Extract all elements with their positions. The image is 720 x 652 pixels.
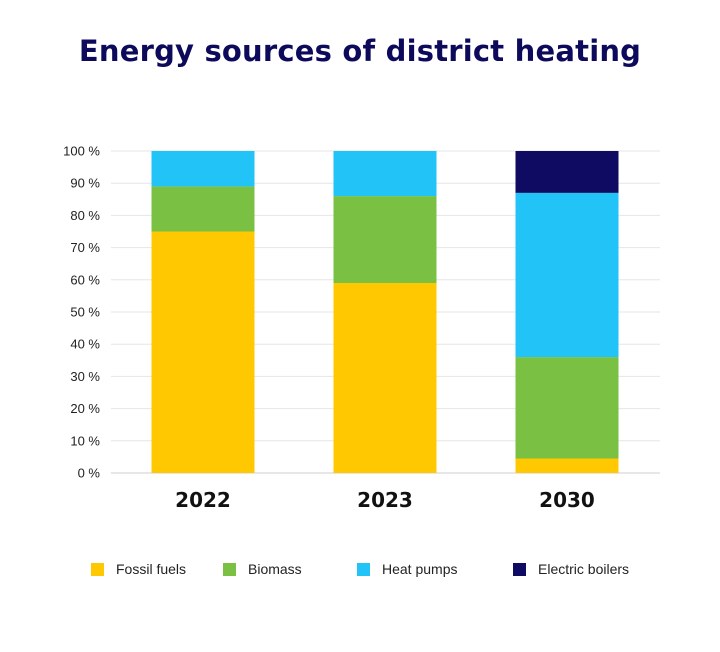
y-tick-label: 30 % <box>70 369 100 384</box>
y-tick-label: 70 % <box>70 240 100 255</box>
y-tick-label: 60 % <box>70 272 100 287</box>
bar-segment-heat-pumps <box>515 192 619 358</box>
legend-swatch-biomass <box>223 562 236 576</box>
legend-label-biomass: Biomass <box>248 561 302 577</box>
legend-item-heat-pumps: Heat pumps <box>357 558 457 580</box>
legend-item-electric-boilers: Electric boilers <box>513 558 629 580</box>
bar-segment-fossil-fuels <box>515 458 619 473</box>
y-tick-label: 40 % <box>70 337 100 352</box>
x-tick-label: 2023 <box>357 488 413 512</box>
y-tick-label: 0 % <box>78 466 101 481</box>
y-tick-label: 10 % <box>70 433 100 448</box>
x-tick-label: 2022 <box>175 488 231 512</box>
legend-item-biomass: Biomass <box>223 558 302 580</box>
x-tick-label: 2030 <box>539 488 595 512</box>
y-tick-label: 90 % <box>70 176 100 191</box>
legend-swatch-fossil-fuels <box>91 562 104 576</box>
y-tick-label: 20 % <box>70 401 100 416</box>
legend-label-electric-boilers: Electric boilers <box>538 561 630 577</box>
bar-segment-fossil-fuels <box>333 283 437 473</box>
bar-segment-biomass <box>515 357 619 459</box>
legend-swatch-electric-boilers <box>513 562 526 576</box>
bar-segment-heat-pumps <box>151 151 255 187</box>
y-tick-label: 100 % <box>63 144 100 159</box>
bar-segment-fossil-fuels <box>151 231 255 473</box>
chart-title: Energy sources of district heating <box>78 34 642 68</box>
y-tick-label: 50 % <box>70 305 100 320</box>
bar-segment-heat-pumps <box>333 151 437 197</box>
bar-segment-biomass <box>151 186 255 232</box>
chart-legend: Fossil fuels Biomass Heat pumps Electric… <box>0 558 720 580</box>
y-tick-label: 80 % <box>70 208 100 223</box>
bar-segment-electric-boilers <box>515 151 619 193</box>
legend-label-heat-pumps: Heat pumps <box>382 561 458 577</box>
legend-label-fossil-fuels: Fossil fuels <box>116 561 187 577</box>
legend-swatch-heat-pumps <box>357 562 370 576</box>
legend-item-fossil-fuels: Fossil fuels <box>91 558 186 580</box>
bar-segment-biomass <box>333 196 437 284</box>
